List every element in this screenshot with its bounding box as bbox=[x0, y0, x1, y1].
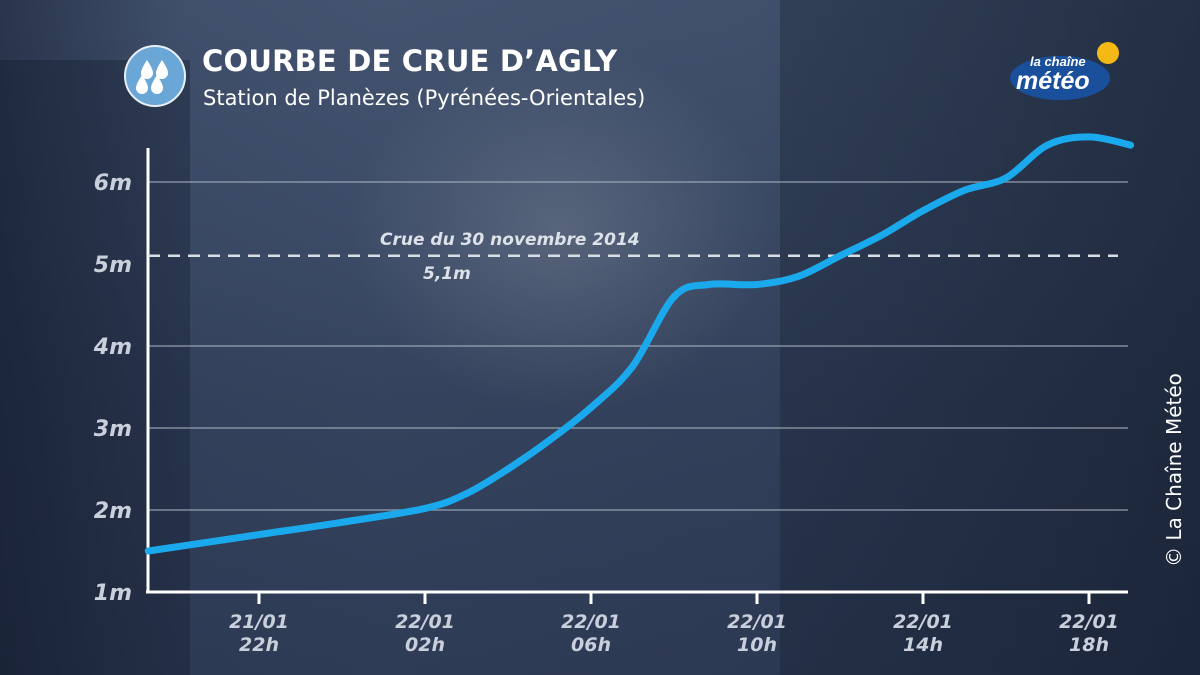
y-tick-label: 5m bbox=[94, 253, 132, 278]
x-tick-label-hour: 14h bbox=[903, 634, 943, 656]
x-tick-label-hour: 06h bbox=[571, 634, 611, 656]
data-point bbox=[1127, 141, 1134, 149]
reference-flood-line: Crue du 30 novembre 2014 5,1m bbox=[148, 230, 1118, 284]
x-tick-label-hour: 10h bbox=[737, 634, 777, 656]
x-tick-label-date: 22/01 bbox=[561, 611, 621, 633]
data-point bbox=[463, 490, 470, 498]
x-tick-labels: 21/0122h22/0102h22/0106h22/0110h22/0114h… bbox=[229, 592, 1119, 656]
data-point bbox=[1002, 174, 1010, 182]
la-chaine-meteo-logo: la chaîne météo bbox=[1008, 40, 1124, 102]
chart-subtitle: Station de Planèzes (Pyrénées-Orientales… bbox=[203, 86, 646, 110]
logo-text-line1: la chaîne bbox=[1030, 54, 1086, 69]
series-line-0 bbox=[144, 133, 1134, 555]
reference-value-label: 5,1m bbox=[423, 264, 471, 284]
logo-text-line2: météo bbox=[1016, 67, 1090, 95]
chart-title: COURBE DE CRUE D’AGLY bbox=[202, 44, 618, 78]
data-point bbox=[836, 252, 844, 260]
x-tick-label-date: 22/01 bbox=[395, 611, 455, 633]
background-building-left bbox=[0, 60, 190, 675]
data-point bbox=[504, 465, 512, 473]
x-tick-label-hour: 02h bbox=[405, 634, 445, 656]
data-point bbox=[629, 363, 636, 370]
y-tick-label: 1m bbox=[94, 581, 132, 606]
background-building-right bbox=[780, 0, 1200, 675]
data-point bbox=[546, 436, 553, 444]
x-tick-label-date: 22/01 bbox=[893, 611, 953, 633]
sun-icon bbox=[1097, 42, 1119, 64]
data-point bbox=[1085, 133, 1093, 141]
y-tick-label: 2m bbox=[94, 499, 132, 524]
data-point bbox=[255, 531, 263, 539]
data-point bbox=[670, 293, 678, 301]
x-tick-label-date: 22/01 bbox=[1059, 611, 1119, 633]
y-tick-labels: 1m 2m 3m 4m 5m 6m bbox=[93, 171, 132, 606]
x-tick-label-hour: 22h bbox=[239, 634, 279, 656]
y-tick-label: 3m bbox=[94, 417, 132, 442]
data-point bbox=[795, 272, 802, 280]
data-point bbox=[878, 231, 885, 239]
y-tick-label: 6m bbox=[94, 171, 132, 196]
data-point bbox=[144, 547, 152, 555]
data-point bbox=[753, 281, 761, 288]
x-tick-label-hour: 18h bbox=[1069, 634, 1109, 656]
x-tick-label-date: 22/01 bbox=[727, 611, 787, 633]
data-point bbox=[705, 281, 713, 288]
data-point bbox=[1044, 141, 1051, 149]
data-point bbox=[421, 504, 429, 512]
data-point bbox=[919, 207, 927, 215]
axes bbox=[146, 148, 1128, 594]
rain-drops-icon bbox=[124, 45, 186, 107]
data-point bbox=[961, 186, 968, 194]
grid-lines bbox=[148, 181, 1128, 511]
series-layer bbox=[144, 133, 1134, 555]
x-tick-label-date: 21/01 bbox=[229, 611, 289, 633]
y-tick-label: 4m bbox=[93, 335, 132, 360]
reference-label: Crue du 30 novembre 2014 bbox=[380, 230, 640, 250]
data-point bbox=[338, 518, 346, 526]
data-point bbox=[587, 404, 595, 411]
